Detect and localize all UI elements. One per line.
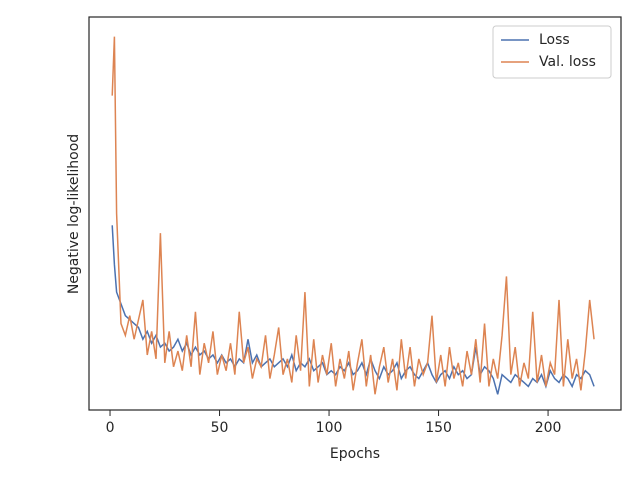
plot-area <box>89 17 621 410</box>
x-tick-label: 50 <box>211 420 229 436</box>
x-axis-label: Epochs <box>330 446 380 462</box>
x-tick-label: 100 <box>316 420 343 436</box>
x-tick-label: 150 <box>425 420 452 436</box>
legend-label: Val. loss <box>539 54 596 70</box>
x-tick-label: 200 <box>535 420 562 436</box>
legend-box <box>492 25 612 79</box>
y-axis-label: Negative log-likelihood <box>66 134 82 294</box>
series-line <box>111 36 595 395</box>
x-tick-label: 0 <box>106 420 115 436</box>
plot-frame <box>88 16 622 411</box>
legend-label: Loss <box>539 32 570 48</box>
